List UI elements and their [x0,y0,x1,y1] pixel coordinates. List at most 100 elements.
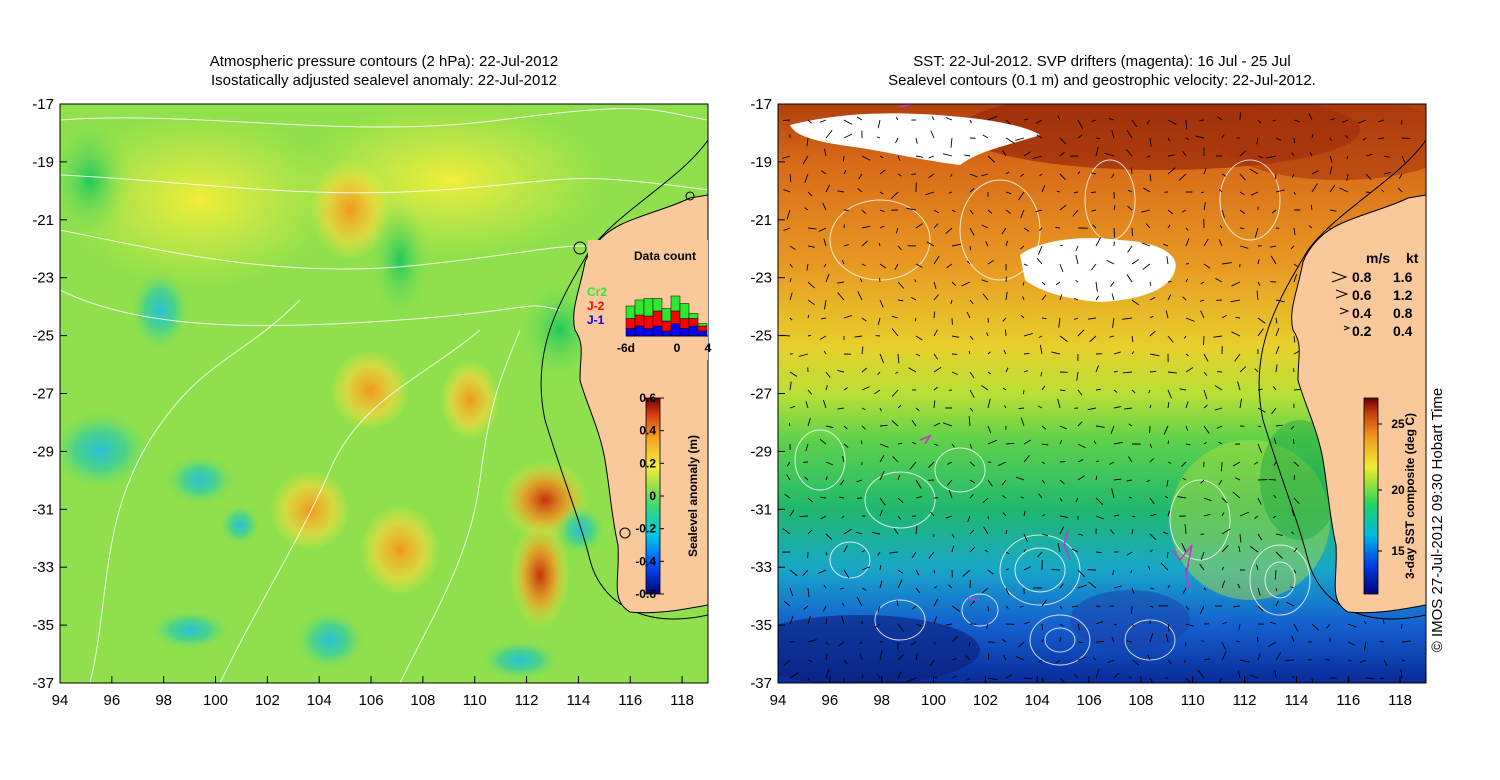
velocity-arrow [951,335,960,338]
left-ytick-label: -25 [32,328,54,345]
velocity-arrow [1249,168,1259,175]
velocity-arrow [789,381,792,391]
velocity-arrow [1256,290,1259,301]
velocity-arrow [854,335,863,338]
right-xtick-label: 102 [973,692,998,709]
velocity-arrow [857,291,863,301]
velocity-arrow [942,153,953,157]
velocity-arrow [1167,371,1177,374]
velocity-arrow [1237,583,1241,589]
velocity-arrow [825,533,833,540]
velocity-arrow [823,350,827,355]
geostrophic-velocity-arrows [780,112,1412,683]
velocity-arrow [915,335,923,341]
velocity-arrow [983,526,989,535]
velocity-arrow [982,293,989,301]
velocity-arrow [1130,569,1133,574]
velocity-arrow [1077,443,1086,449]
velocity-arrow [1095,365,1099,373]
velocity-arrow [1128,423,1133,427]
velocity-arrow [1095,237,1102,247]
velocity-arrow [1221,134,1225,139]
velocity-arrow [1041,638,1045,643]
velocity-arrow [1256,636,1259,643]
velocity-arrow [1185,605,1190,611]
velocity-arrow [1257,605,1264,612]
velocity-arrow [861,263,866,267]
velocity-arrow [874,389,881,395]
left-title-line2: Isostatically adjusted sealevel anomaly:… [210,72,558,89]
velocity-arrow [1257,497,1262,505]
velocity-arrow [933,255,940,265]
velocity-arrow [807,529,813,535]
cloud-mask [790,113,1176,302]
velocity-arrow [915,479,922,489]
velocity-arrow [1131,389,1136,394]
velocity-arrow [930,130,935,139]
velocity-arrow [1095,388,1102,391]
velocity-arrow [789,509,795,517]
velocity-arrow [1218,189,1223,193]
velocity-arrow [950,173,953,178]
velocity-arrow [969,443,973,449]
velocity-arrow [879,169,886,175]
velocity-arrow [1022,281,1025,286]
velocity-arrow [1382,618,1385,625]
velocity-arrow [1041,317,1047,320]
velocity-arrow [1357,119,1367,124]
velocity-arrow [1149,458,1155,463]
velocity-arrow [1018,191,1025,201]
velocity-arrow [969,479,975,484]
velocity-arrow [1023,263,1028,266]
velocity-arrow [1058,317,1061,328]
velocity-arrow [981,279,989,283]
velocity-arrow [1275,424,1283,427]
velocity-arrow [1167,335,1174,343]
velocity-arrow [1197,669,1205,679]
velocity-arrow [1221,650,1227,661]
velocity-arrow [1127,456,1133,463]
velocity-arrow [1345,135,1349,139]
velocity-arrow [1149,497,1155,505]
velocity-arrow [933,366,942,373]
velocity-arrow [783,659,791,667]
velocity-arrow [1221,461,1223,472]
velocity-arrow [969,119,972,124]
sst-colorbar: 25 20 15 3-day SST composite (deg C) [1363,397,1417,595]
velocity-arrow [840,479,845,486]
velocity-arrow [987,479,993,487]
velocity-arrow [1219,225,1223,229]
velocity-arrow [987,653,990,661]
velocity-arrow [915,263,923,268]
velocity-arrow [1057,542,1061,553]
velocity-arrow [807,314,810,319]
velocity-arrow [893,528,899,535]
velocity-arrow [1023,510,1026,517]
velocity-arrow [1290,586,1295,589]
velocity-arrow [784,493,791,499]
right-xtick-label: 104 [1025,692,1050,709]
velocity-arrow [951,281,957,286]
sst-colorbar-tick-label: 25 [1391,417,1405,431]
velocity-arrow [1092,224,1097,229]
velocity-arrow [1201,639,1205,643]
velocity-arrow [822,605,827,612]
velocity-arrow [789,173,792,183]
velocity-arrow [1077,569,1085,577]
velocity-arrow [843,545,848,553]
velocity-arrow [1113,406,1122,409]
velocity-arrow [891,389,899,397]
velocity-arrow [1221,512,1225,517]
velocity-arrow [1179,388,1187,391]
velocity-arrow [1257,443,1263,453]
velocity-arrow [1110,425,1115,434]
velocity-arrow [1051,351,1061,355]
velocity-arrow [1095,668,1100,679]
velocity-arrow [1075,279,1079,283]
velocity-arrow [1005,568,1009,571]
velocity-arrow [1075,245,1079,251]
velocity-arrow [1005,137,1015,144]
velocity-arrow [1167,402,1170,409]
velocity-arrow [1185,443,1191,446]
velocity-arrow [1200,551,1205,561]
